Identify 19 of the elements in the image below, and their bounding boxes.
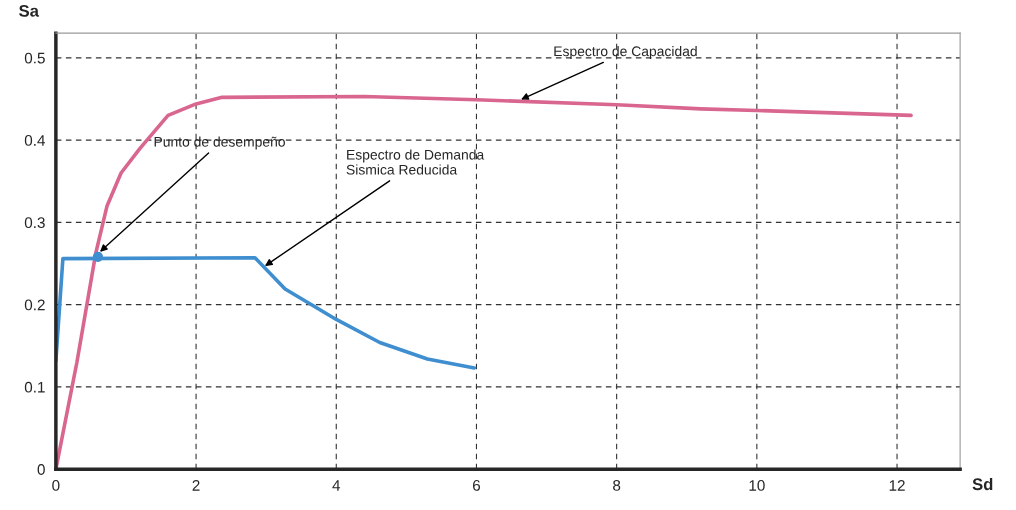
line-series (55, 255, 477, 370)
x-axis-title: Sd (972, 477, 993, 491)
y-axis-title: Sa (19, 4, 40, 17)
x-tick-label: 2 (192, 480, 200, 491)
annotation: Espectro de Capacidad (554, 46, 697, 59)
y-tick-label: 0.2 (24, 299, 45, 311)
x-tick-label: 8 (613, 480, 621, 491)
y-tick-label: 0.1 (24, 381, 45, 393)
annotation: Punto de desempeño (154, 136, 285, 150)
y-tick-label: 0.5 (24, 52, 45, 64)
y-tick-label: 0.3 (24, 217, 45, 229)
y-tick-label: 0.4 (24, 134, 46, 146)
x-tick-label: 0 (52, 480, 60, 491)
x-tick-label: 10 (749, 480, 765, 491)
x-tick-label: 6 (472, 480, 481, 491)
annotation: Espectro de Demanda Sismica Reducida (346, 149, 485, 175)
x-tick-label: 4 (332, 480, 341, 491)
x-tick-label: 12 (889, 480, 905, 491)
y-tick-label: 0 (37, 464, 45, 475)
